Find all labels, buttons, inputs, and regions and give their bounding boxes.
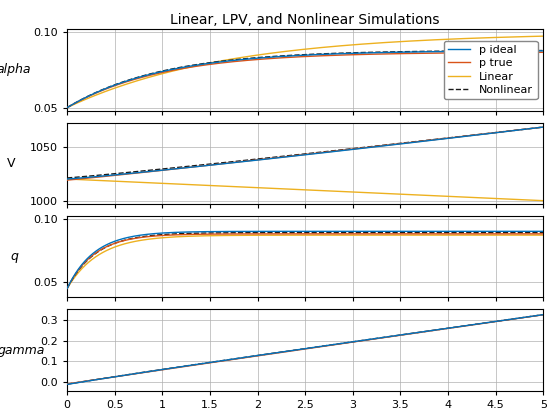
Y-axis label: V: V (7, 157, 15, 170)
Legend: p ideal, p true, Linear, Nonlinear: p ideal, p true, Linear, Nonlinear (444, 41, 538, 100)
Y-axis label: gamma: gamma (0, 344, 45, 357)
Y-axis label: alpha: alpha (0, 63, 31, 76)
Y-axis label: q: q (10, 250, 18, 263)
Title: Linear, LPV, and Nonlinear Simulations: Linear, LPV, and Nonlinear Simulations (170, 13, 440, 27)
